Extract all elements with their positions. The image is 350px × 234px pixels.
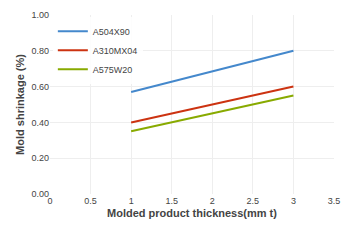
- svg-text:0.5: 0.5: [84, 196, 97, 206]
- svg-text:0: 0: [47, 196, 52, 206]
- svg-text:1: 1: [129, 196, 134, 206]
- svg-text:2.5: 2.5: [247, 196, 260, 206]
- svg-text:Mold shrinkage (%): Mold shrinkage (%): [14, 54, 26, 155]
- svg-text:1.5: 1.5: [165, 196, 178, 206]
- svg-text:0.20: 0.20: [31, 153, 49, 163]
- svg-text:0.80: 0.80: [31, 46, 49, 56]
- svg-text:A575W20: A575W20: [93, 65, 133, 75]
- svg-text:0.40: 0.40: [31, 118, 49, 128]
- svg-text:A504X90: A504X90: [93, 27, 130, 37]
- svg-text:3: 3: [291, 196, 296, 206]
- svg-text:1.00: 1.00: [31, 10, 49, 20]
- svg-text:0.00: 0.00: [31, 189, 49, 199]
- svg-text:0.60: 0.60: [31, 82, 49, 92]
- svg-text:2: 2: [210, 196, 215, 206]
- svg-text:Molded product thickness(mm t): Molded product thickness(mm t): [107, 207, 277, 219]
- svg-text:A310MX04: A310MX04: [93, 46, 138, 56]
- svg-text:3.5: 3.5: [328, 196, 341, 206]
